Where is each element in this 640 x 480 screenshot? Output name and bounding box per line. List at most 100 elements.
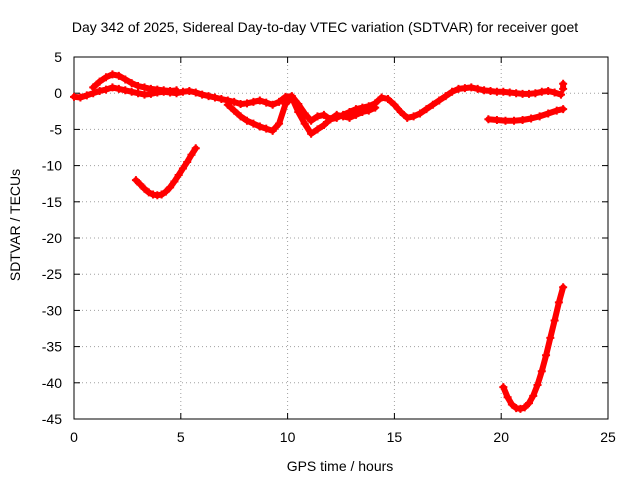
data-point-lower-branch — [268, 126, 277, 135]
data-point-main-band — [114, 84, 123, 93]
x-tick-label: 10 — [280, 429, 296, 445]
data-point-late-segment — [510, 116, 519, 125]
data-point-late-segment — [559, 105, 568, 114]
data-point-upper-arc — [89, 83, 98, 92]
data-point-upper-arc — [127, 79, 136, 88]
data-layer — [70, 70, 568, 413]
data-point-deep-arc — [559, 283, 568, 292]
data-point-small-arc-early — [183, 157, 192, 166]
data-point-deep-arc — [533, 380, 542, 389]
data-point-main-band — [243, 99, 252, 108]
data-point-main-band — [557, 90, 566, 99]
data-point-main-band — [108, 83, 117, 92]
data-point-main-band — [255, 96, 264, 105]
data-point-main-band — [204, 92, 213, 101]
x-tick-label: 5 — [177, 429, 185, 445]
data-point-lower-branch — [223, 100, 232, 109]
data-point-main-band — [134, 89, 143, 98]
data-point-lower-branch — [371, 103, 380, 112]
data-point-main-band — [230, 97, 239, 106]
data-point-main-band — [435, 96, 444, 105]
data-point-main-band — [307, 116, 316, 125]
data-point-upper-arc — [140, 83, 149, 92]
data-point-late-segment — [492, 115, 501, 124]
data-point-lower-branch — [262, 124, 271, 133]
data-point-upper-arc — [102, 73, 111, 82]
data-point-lower-branch — [339, 112, 348, 121]
data-point-deep-arc — [554, 298, 563, 307]
data-point-main-band — [390, 100, 399, 109]
data-point-lower-branch — [358, 108, 367, 117]
data-point-main-band — [377, 93, 386, 102]
data-point-deep-arc — [520, 403, 529, 412]
x-tick-label: 20 — [493, 429, 509, 445]
data-point-small-arc-early — [166, 183, 175, 192]
x-axis-title: GPS time / hours — [287, 458, 394, 474]
y-tick-label: -30 — [42, 302, 62, 318]
data-point-small-arc-early — [140, 184, 149, 193]
grid-layer — [74, 57, 608, 419]
data-point-main-band — [448, 87, 457, 96]
data-point-main-band — [416, 109, 425, 118]
x-tick-label: 15 — [387, 429, 403, 445]
data-point-main-band — [319, 110, 328, 119]
data-point-main-band — [441, 92, 450, 101]
data-point-main-band — [403, 113, 412, 122]
data-point-main-band — [422, 105, 431, 114]
y-axis-title: SDTVAR / TECUs — [7, 169, 23, 281]
data-point-lower-branch — [243, 116, 252, 125]
data-point-main-band — [428, 100, 437, 109]
data-point-lower-branch — [294, 108, 303, 117]
data-point-main-band — [249, 97, 258, 106]
y-tick-label: -40 — [42, 375, 62, 391]
data-point-deep-arc — [529, 391, 538, 400]
data-point-deep-arc — [524, 399, 533, 408]
data-point-main-band — [82, 91, 91, 100]
data-point-main-band — [191, 88, 200, 97]
data-point-lower-branch — [236, 112, 245, 121]
series-line-late-segment — [485, 106, 567, 124]
data-point-deep-arc — [550, 316, 559, 325]
data-point-lower-branch — [255, 122, 264, 131]
y-tick-label: 5 — [54, 49, 62, 65]
data-point-deep-arc — [503, 393, 512, 402]
data-point-upper-arc — [172, 86, 181, 95]
y-tick-label: -5 — [50, 121, 63, 137]
data-point-lower-branch — [313, 125, 322, 134]
y-tick-label: 0 — [54, 85, 62, 101]
data-point-small-arc-early — [161, 187, 170, 196]
data-point-main-band — [95, 87, 104, 96]
data-point-upper-arc — [134, 81, 143, 90]
data-point-upper-arc — [108, 70, 117, 79]
data-point-main-band — [121, 86, 130, 95]
data-point-lower-branch — [351, 110, 360, 119]
data-point-late-segment — [501, 116, 510, 125]
y-tick-label: -20 — [42, 230, 62, 246]
data-point-late-segment — [535, 112, 544, 121]
data-point-deep-arc — [507, 400, 516, 409]
data-point-main-band — [127, 87, 136, 96]
data-point-late-segment — [484, 115, 493, 124]
data-point-main-band — [76, 93, 85, 102]
data-point-main-band — [409, 112, 418, 121]
data-point-main-band — [544, 87, 553, 96]
data-point-main-band — [262, 98, 271, 107]
data-point-small-arc-early — [157, 190, 166, 199]
data-point-main-band — [217, 94, 226, 103]
data-point-deep-arc — [516, 404, 525, 413]
data-point-small-arc-early — [191, 144, 200, 153]
y-tick-label: -10 — [42, 158, 62, 174]
data-point-main-band — [185, 87, 194, 96]
data-point-late-segment — [544, 109, 553, 118]
data-point-main-band — [268, 100, 277, 109]
y-tick-label: -45 — [42, 411, 62, 427]
data-point-main-band — [467, 83, 476, 92]
data-point-small-arc-early — [131, 176, 140, 185]
data-point-lower-branch — [287, 93, 296, 102]
y-tick-label: -25 — [42, 266, 62, 282]
x-tick-label: 0 — [70, 429, 78, 445]
data-point-small-arc-early — [187, 150, 196, 159]
x-tick-label: 25 — [600, 429, 616, 445]
series-line-deep-arc — [500, 284, 567, 412]
data-point-main-band — [383, 94, 392, 103]
